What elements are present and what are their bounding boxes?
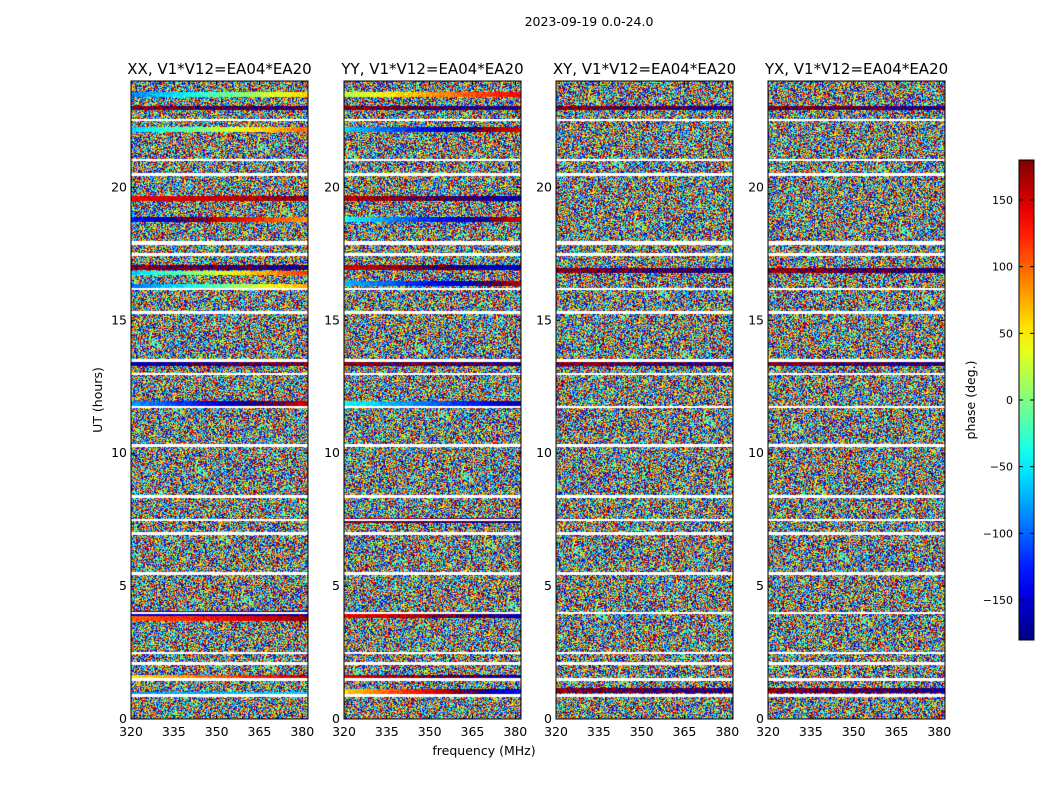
colorbar-tick-label: −150 [983, 594, 1013, 607]
x-tick-label: 320 [544, 724, 568, 739]
x-tick-label: 335 [587, 724, 611, 739]
y-tick-label: 0 [756, 711, 764, 726]
y-tick-label: 20 [324, 179, 340, 194]
x-tick-label: 365 [885, 724, 909, 739]
x-tick-label: 350 [842, 724, 866, 739]
x-tick-label: 380 [290, 724, 314, 739]
y-tick-label: 5 [756, 578, 764, 593]
y-tick-label: 20 [536, 179, 552, 194]
y-tick-label: 5 [544, 578, 552, 593]
y-tick-label: 0 [544, 711, 552, 726]
panel-yy: YY, V1*V12=EA04*EA20 320 335 350 365 380 0 5 10 1… [324, 60, 527, 739]
heatmap-image [768, 81, 945, 719]
axes-frame [343, 80, 522, 720]
y-tick-label: 10 [111, 445, 127, 460]
colorbar-label: phase (deg.) [963, 361, 978, 440]
y-tick-label: 15 [111, 312, 127, 327]
y-axis-label: UT (hours) [90, 367, 105, 433]
panel-xx: XX, V1*V12=EA04*EA20 320 335 350 365 380 0 5 10 1… [111, 60, 314, 739]
y-tick-label: 10 [324, 445, 340, 460]
panel-title: XX, V1*V12=EA04*EA20 [127, 60, 311, 78]
x-tick-label: 320 [756, 724, 780, 739]
x-tick-label: 335 [162, 724, 186, 739]
axes-frame [767, 80, 946, 720]
panel-title: XY, V1*V12=EA04*EA20 [553, 60, 736, 78]
axes-frame [130, 80, 309, 720]
panel-title: YX, V1*V12=EA04*EA20 [764, 60, 948, 78]
y-tick-label: 0 [119, 711, 127, 726]
x-tick-label: 350 [205, 724, 229, 739]
y-tick-label: 20 [748, 179, 764, 194]
colorbar-tick-label: 50 [999, 327, 1013, 340]
y-tick-label: 10 [536, 445, 552, 460]
x-tick-label: 365 [461, 724, 485, 739]
x-tick-label: 380 [715, 724, 739, 739]
y-tick-label: 20 [111, 179, 127, 194]
panels-group: XX, V1*V12=EA04*EA20 320 335 350 365 380 0 5 10 1… [111, 60, 951, 739]
y-tick-label: 5 [332, 578, 340, 593]
x-tick-label: 365 [673, 724, 697, 739]
x-tick-label: 320 [332, 724, 356, 739]
x-tick-label: 365 [248, 724, 272, 739]
heatmap-image [556, 81, 733, 719]
y-tick-label: 15 [536, 312, 552, 327]
colorbar: −150 −100 −50 0 50 100 150 [983, 159, 1035, 641]
x-tick-label: 335 [375, 724, 399, 739]
y-tick-label: 15 [748, 312, 764, 327]
panel-yx: YX, V1*V12=EA04*EA20 320 335 350 365 380 0 5 10 1… [748, 60, 951, 739]
x-tick-label: 320 [119, 724, 143, 739]
colorbar-tick-label: −50 [990, 461, 1013, 474]
x-tick-label: 350 [630, 724, 654, 739]
panel-title: YY, V1*V12=EA04*EA20 [340, 60, 523, 78]
y-tick-label: 0 [332, 711, 340, 726]
x-tick-label: 380 [927, 724, 951, 739]
colorbar-tick-label: −100 [983, 527, 1013, 540]
x-tick-label: 380 [503, 724, 527, 739]
y-tick-label: 15 [324, 312, 340, 327]
colorbar-tick-label: 0 [1006, 394, 1013, 407]
heatmap-image [344, 81, 521, 719]
colorbar-tick-label: 150 [992, 194, 1013, 207]
y-tick-label: 10 [748, 445, 764, 460]
panel-xy: XY, V1*V12=EA04*EA20 320 335 350 365 380 0 5 10 1… [536, 60, 739, 739]
x-tick-label: 335 [799, 724, 823, 739]
y-tick-label: 5 [119, 578, 127, 593]
figure-title: 2023-09-19 0.0-24.0 [525, 14, 654, 29]
x-axis-label: frequency (MHz) [432, 743, 535, 758]
colorbar-tick-label: 100 [992, 261, 1013, 274]
axes-frame [555, 80, 734, 720]
heatmap-image [131, 81, 308, 719]
x-tick-label: 350 [418, 724, 442, 739]
